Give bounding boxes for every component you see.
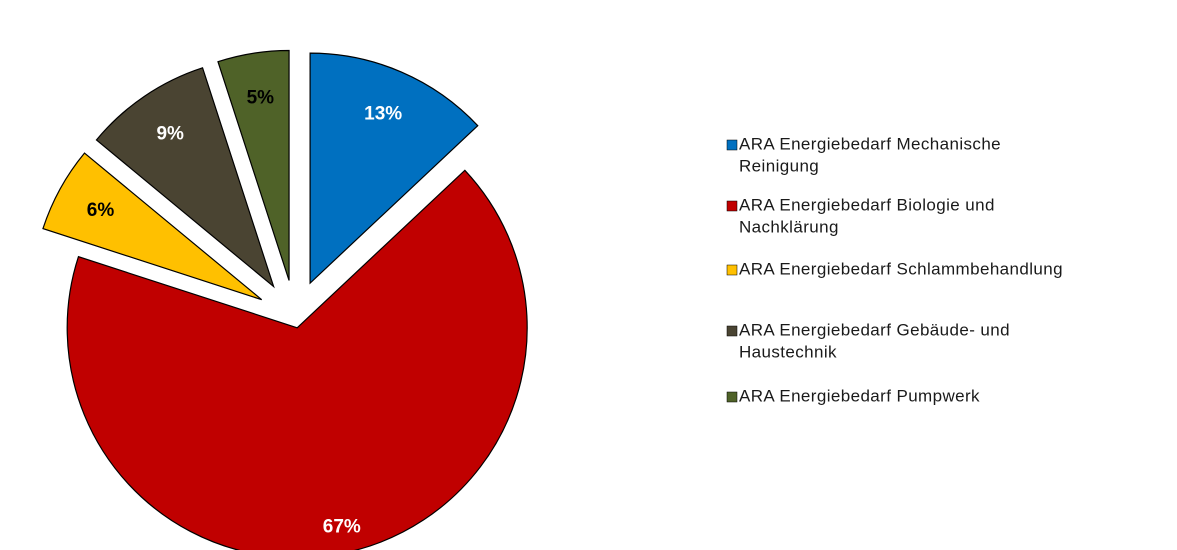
legend-item-5: ARA Energiebedarf Pumpwerk (726, 386, 980, 405)
legend-label-3-line-1: ARA Energiebedarf Schlammbehandlung (739, 259, 1063, 278)
legend-item-2: ARA Energiebedarf Biologie und Nachklärun… (726, 195, 995, 236)
legend-label-4-line-1: ARA Energiebedarf Gebäude- und (739, 320, 1010, 339)
pie-slice-3 (42, 152, 263, 301)
legend-label-1-line-2: Reinigung (739, 156, 819, 175)
legend-swatch-2 (726, 200, 738, 212)
pie-slice-4 (95, 67, 275, 289)
pie-slice-5 (217, 49, 290, 281)
pie-slice-1 (309, 52, 479, 285)
data-label-1: 13% (364, 103, 402, 124)
legend-item-4: ARA Energiebedarf Gebäude- und Haustechni… (726, 320, 1010, 361)
legend: ARA Energiebedarf MechanischeReinigungAR… (726, 134, 1063, 405)
legend-label-4-line-2: Haustechnik (739, 342, 837, 361)
pie-slice-2 (66, 169, 528, 550)
legend-label-2-line-2: Nachklärung (739, 217, 839, 236)
legend-label-2-line-1: ARA Energiebedarf Biologie und (739, 195, 995, 214)
legend-item-3: ARA Energiebedarf Schlammbehandlung (726, 259, 1063, 278)
data-label-2: 67% (323, 517, 361, 538)
pie-labels: 13% 67% 6% 9% 5% (87, 88, 403, 538)
pie-slices (42, 49, 528, 550)
data-label-5: 5% (247, 88, 275, 109)
legend-swatch-4 (726, 325, 738, 337)
legend-item-1: ARA Energiebedarf Mechanische Reinigung (726, 134, 1001, 175)
legend-label-1-line-1: ARA Energiebedarf Mechanische (739, 134, 1001, 153)
legend-swatch-3 (726, 264, 738, 276)
data-label-4: 9% (156, 123, 184, 144)
data-label-3: 6% (87, 200, 115, 221)
legend-swatch-1 (726, 139, 738, 151)
legend-label-5-line-1: ARA Energiebedarf Pumpwerk (739, 386, 980, 405)
legend-swatch-5 (726, 391, 738, 403)
